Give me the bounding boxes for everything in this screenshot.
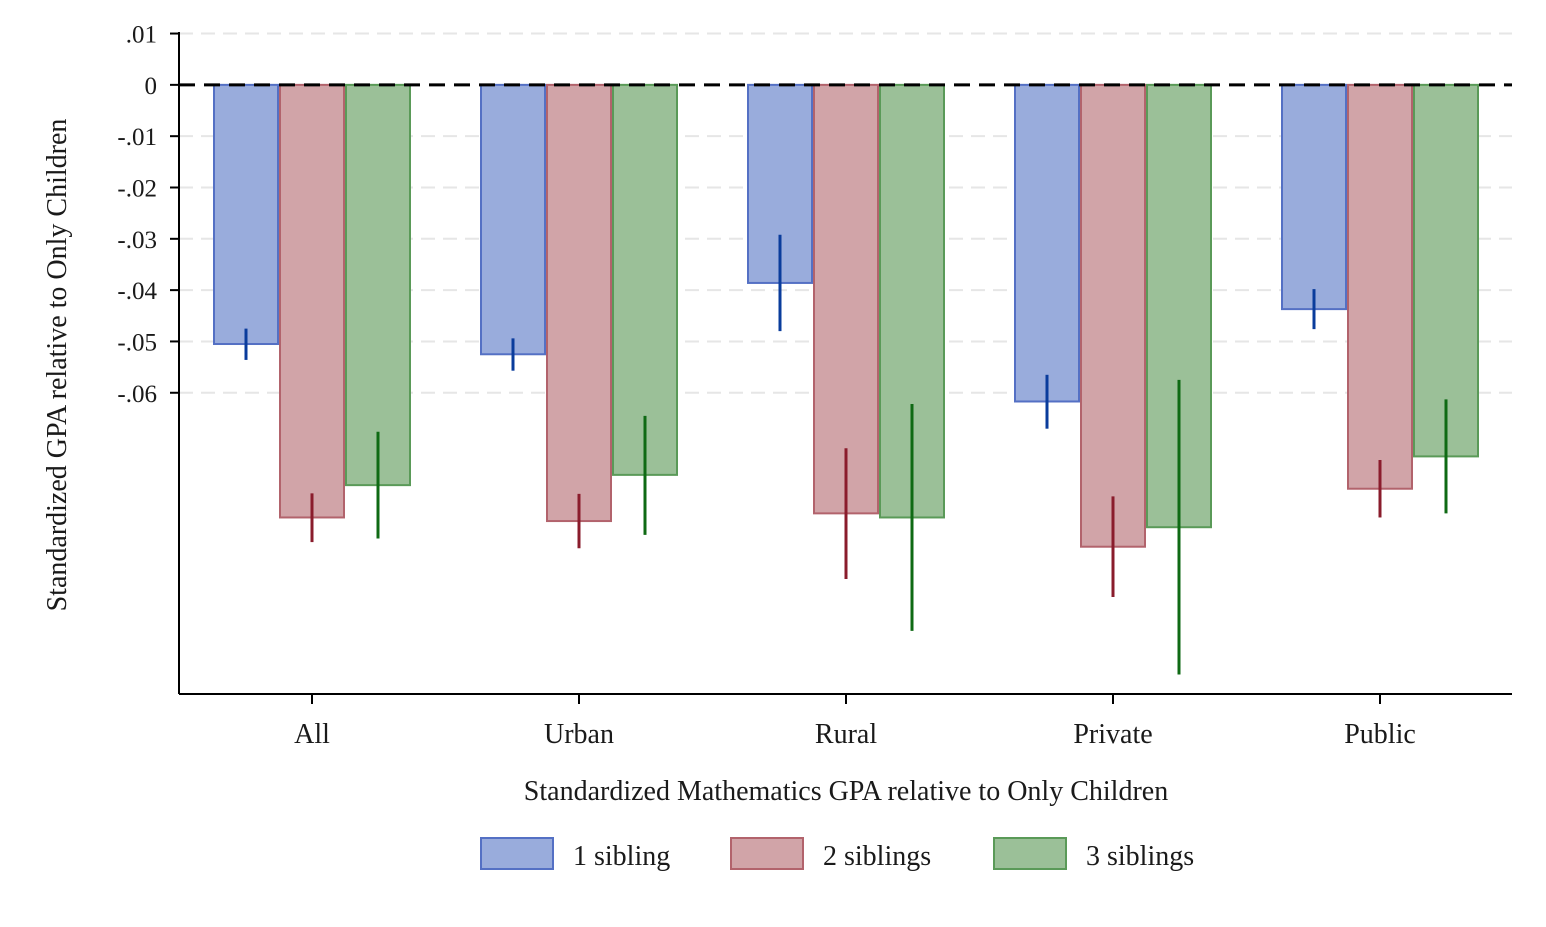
legend-swatch bbox=[730, 837, 804, 870]
y-tick-label: -.03 bbox=[117, 227, 157, 254]
y-tick-label: -.01 bbox=[117, 124, 157, 151]
legend-swatch bbox=[993, 837, 1067, 870]
x-tick-label: Private bbox=[1073, 719, 1152, 750]
legend-swatch bbox=[480, 837, 554, 870]
x-tick-label: Urban bbox=[544, 719, 614, 750]
bar-2-siblings-public bbox=[1347, 83, 1413, 490]
bar-2-siblings-all bbox=[279, 83, 345, 519]
y-tick-label: .01 bbox=[126, 22, 157, 49]
x-axis-title: Standardized Mathematics GPA relative to… bbox=[524, 776, 1168, 807]
y-tick-label: 0 bbox=[145, 73, 158, 100]
bar-2-siblings-rural bbox=[813, 83, 879, 515]
bar-3-siblings-all bbox=[345, 83, 411, 487]
y-tick-label: -.02 bbox=[117, 175, 157, 202]
x-axis-ticks: All Urban Rural Private Public bbox=[294, 694, 1416, 750]
bar-1-sibling-urban bbox=[480, 83, 546, 356]
y-axis-title: Standardized GPA relative to Only Childr… bbox=[42, 119, 73, 612]
bar-2-siblings-private bbox=[1080, 83, 1146, 548]
legend-label: 3 siblings bbox=[1086, 841, 1194, 872]
bar-1-sibling-private bbox=[1014, 83, 1080, 403]
bar-2-siblings-urban bbox=[546, 83, 612, 523]
y-tick-label: -.04 bbox=[117, 278, 157, 305]
bar-3-siblings-public bbox=[1413, 83, 1479, 458]
bar-1-sibling-all bbox=[213, 83, 279, 346]
legend: 1 sibling 2 siblings 3 siblings bbox=[480, 837, 1194, 872]
bars bbox=[213, 83, 1479, 548]
x-tick-label: Rural bbox=[815, 719, 877, 750]
x-tick-label: All bbox=[294, 719, 330, 750]
bar-3-siblings-urban bbox=[612, 83, 678, 476]
y-tick-label: -.05 bbox=[117, 329, 157, 356]
legend-label: 2 siblings bbox=[823, 841, 931, 872]
y-tick-label: -.06 bbox=[117, 381, 157, 408]
bar-1-sibling-public bbox=[1281, 83, 1347, 311]
error-bars bbox=[244, 234, 1448, 675]
legend-label: 1 sibling bbox=[573, 841, 670, 872]
y-axis-ticks: .01 0 -.01 -.02 -.03 -.04 -.05 -.06 bbox=[117, 22, 179, 408]
x-tick-label: Public bbox=[1344, 719, 1416, 750]
